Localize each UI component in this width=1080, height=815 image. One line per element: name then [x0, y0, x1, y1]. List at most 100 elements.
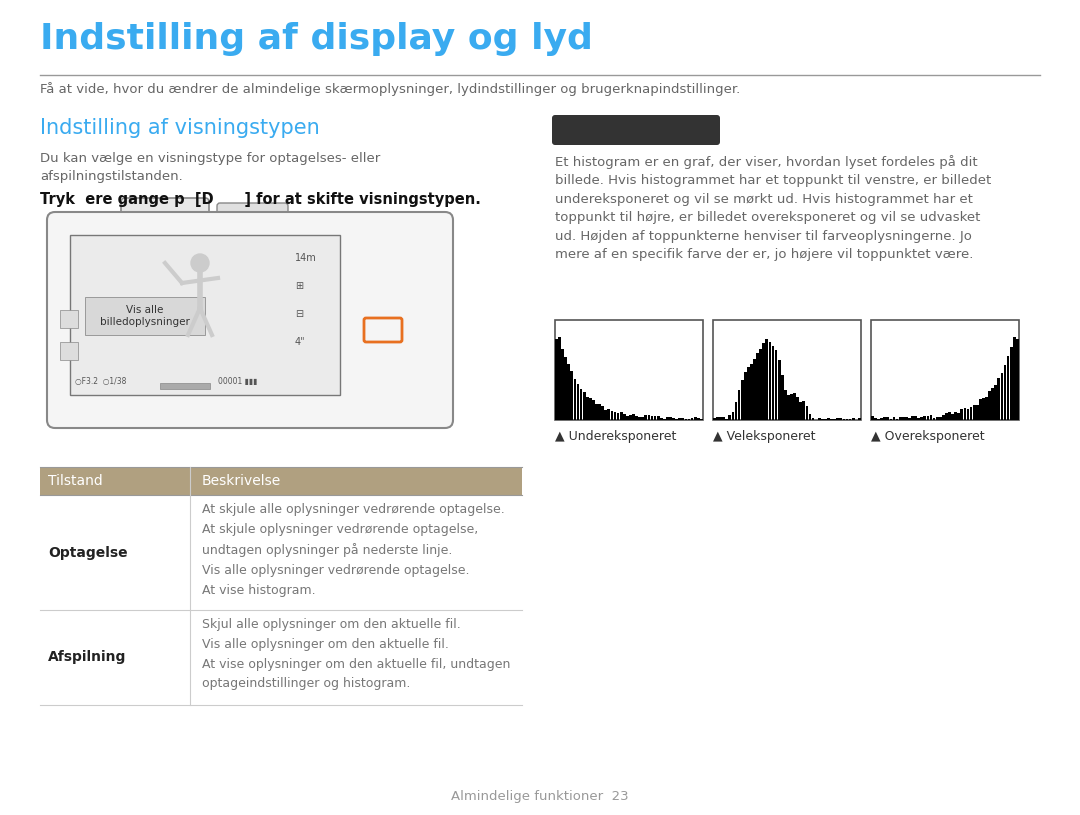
Bar: [787, 395, 789, 420]
Bar: [802, 401, 806, 420]
Bar: [834, 419, 836, 420]
Bar: [570, 371, 573, 420]
Bar: [812, 418, 814, 420]
Circle shape: [347, 381, 375, 409]
Bar: [160, 383, 210, 389]
Text: Et histogram er en graf, der viser, hvordan lyset fordeles på dit
billede. Hvis : Et histogram er en graf, der viser, hvor…: [555, 155, 991, 262]
Bar: [747, 367, 750, 420]
Bar: [681, 418, 685, 420]
Bar: [778, 360, 781, 420]
Bar: [573, 380, 577, 420]
Bar: [607, 409, 610, 420]
Bar: [818, 417, 821, 420]
Bar: [691, 418, 693, 420]
Bar: [759, 349, 762, 420]
Bar: [887, 417, 889, 420]
Bar: [877, 419, 880, 420]
FancyBboxPatch shape: [552, 115, 720, 145]
Bar: [806, 406, 808, 420]
Bar: [976, 404, 978, 420]
Bar: [663, 419, 665, 420]
Bar: [883, 417, 886, 420]
Bar: [895, 419, 899, 420]
Bar: [927, 416, 929, 420]
Circle shape: [416, 264, 438, 286]
Bar: [617, 413, 620, 420]
Bar: [70, 235, 340, 395]
Bar: [1013, 337, 1015, 420]
Bar: [899, 416, 902, 420]
Bar: [713, 418, 716, 420]
Bar: [824, 419, 827, 420]
Bar: [771, 346, 774, 420]
Circle shape: [416, 302, 438, 324]
Bar: [1007, 356, 1010, 420]
Bar: [933, 417, 935, 420]
Bar: [967, 409, 970, 420]
Bar: [685, 419, 687, 420]
Text: ○F3.2  ○1/38: ○F3.2 ○1/38: [75, 377, 126, 386]
Bar: [731, 412, 734, 420]
Circle shape: [360, 245, 370, 255]
Bar: [902, 416, 905, 420]
Bar: [657, 416, 660, 420]
Bar: [589, 399, 592, 420]
Text: Indstilling af display og lyd: Indstilling af display og lyd: [40, 22, 593, 56]
Bar: [766, 339, 768, 420]
Text: At skjule alle oplysninger vedrørende optagelse.
At skjule oplysninger vedrørend: At skjule alle oplysninger vedrørende op…: [202, 503, 504, 597]
Bar: [762, 343, 765, 420]
Bar: [750, 363, 753, 420]
Bar: [713, 320, 861, 420]
Bar: [716, 417, 719, 420]
Text: Vis alle
billedoplysninger: Vis alle billedoplysninger: [100, 305, 190, 328]
Text: ▲ Veleksponeret: ▲ Veleksponeret: [713, 430, 815, 443]
Bar: [645, 415, 647, 420]
Bar: [595, 403, 598, 420]
Bar: [827, 418, 829, 420]
Bar: [939, 416, 942, 420]
Bar: [648, 415, 650, 420]
Bar: [666, 417, 669, 420]
Bar: [700, 419, 703, 420]
Bar: [836, 418, 839, 420]
Bar: [85, 297, 205, 335]
Bar: [602, 406, 604, 420]
Bar: [580, 390, 582, 420]
Bar: [610, 412, 613, 420]
Bar: [880, 417, 883, 420]
Text: Almindelige funktioner  23: Almindelige funktioner 23: [451, 790, 629, 803]
Bar: [562, 349, 564, 420]
Bar: [982, 398, 985, 420]
Bar: [842, 419, 846, 420]
Text: Indstilling af visningstypen: Indstilling af visningstypen: [40, 118, 320, 138]
Bar: [670, 417, 672, 420]
Bar: [769, 342, 771, 420]
Bar: [585, 397, 589, 420]
Text: 14m: 14m: [295, 253, 316, 263]
Bar: [555, 320, 703, 420]
Bar: [756, 353, 759, 420]
Bar: [870, 320, 1020, 420]
Bar: [632, 414, 635, 420]
Bar: [567, 363, 570, 420]
Bar: [638, 417, 642, 420]
Bar: [620, 412, 622, 420]
Bar: [985, 397, 988, 420]
Bar: [978, 399, 982, 420]
Circle shape: [391, 381, 419, 409]
Bar: [40, 467, 522, 495]
Bar: [60, 342, 78, 360]
Text: Afspilning: Afspilning: [48, 650, 126, 664]
Bar: [796, 398, 799, 420]
Circle shape: [416, 340, 438, 362]
Bar: [605, 410, 607, 420]
Bar: [935, 417, 939, 420]
Text: Tryk  ere gange p  [D      ] for at skifte visningstypen.: Tryk ere gange p [D ] for at skifte visn…: [40, 192, 481, 207]
Bar: [719, 417, 721, 420]
Text: Om et histogram: Om et histogram: [570, 123, 702, 137]
Text: 00001 ▮▮▮: 00001 ▮▮▮: [218, 377, 257, 386]
Bar: [793, 393, 796, 420]
Text: Få at vide, hvor du ændrer de almindelige skærmoplysninger, lydindstillinger og : Få at vide, hvor du ændrer de almindelig…: [40, 82, 740, 96]
Bar: [852, 418, 854, 420]
Bar: [1000, 372, 1003, 420]
